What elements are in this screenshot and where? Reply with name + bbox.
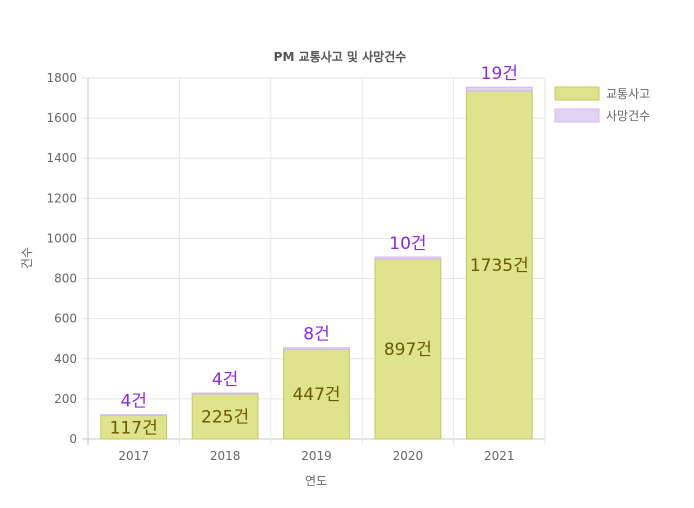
legend-swatch [554, 108, 600, 123]
legend-label: 사망건수 [606, 109, 650, 123]
y-tick-label: 400 [54, 352, 77, 366]
y-tick-label: 600 [54, 312, 77, 326]
x-tick-label: 2019 [301, 449, 332, 463]
bar-deaths [465, 86, 533, 92]
y-tick-label: 1400 [46, 151, 77, 165]
accident-value-label: 117건 [110, 418, 158, 438]
accident-value-label: 225건 [201, 407, 249, 427]
death-value-label: 19건 [481, 64, 518, 84]
y-tick-label: 1600 [46, 111, 77, 125]
y-tick-label: 200 [54, 392, 77, 406]
bar-deaths [374, 256, 442, 260]
bar-accidents [465, 90, 533, 440]
x-tick-label: 2017 [118, 449, 149, 463]
y-tick-label: 800 [54, 272, 77, 286]
legend-swatch [554, 86, 600, 101]
bar-deaths [283, 347, 350, 350]
death-value-label: 10건 [389, 234, 426, 254]
grid-lines [82, 77, 546, 445]
chart-title: PM 교통사고 및 사망건수 [274, 49, 407, 64]
y-axis-title: 건수 [20, 247, 34, 269]
y-tick-label: 0 [69, 432, 77, 446]
x-axis-title: 연도 [305, 474, 327, 488]
legend-label: 교통사고 [606, 87, 650, 101]
x-tick-label: 2020 [393, 449, 424, 463]
death-value-label: 4건 [120, 392, 146, 412]
accident-value-label: 447건 [292, 385, 340, 405]
bars [100, 86, 533, 440]
data-labels: 117건 4건 225건 4건 447건 8건 897건 10건 1735건 19건 [110, 64, 529, 438]
axes: 0 200 400 600 800 1000 1200 1400 1600 1800 2017 201… [46, 71, 514, 463]
y-tick-label: 1200 [46, 191, 77, 205]
y-tick-label: 1000 [46, 231, 77, 245]
bar-deaths [191, 392, 259, 395]
accident-value-label: 897건 [384, 340, 432, 360]
y-tick-label: 1800 [46, 71, 77, 85]
death-value-label: 4건 [212, 370, 238, 390]
bar-deaths [100, 414, 168, 417]
death-value-label: 8건 [303, 325, 329, 345]
x-tick-label: 2018 [210, 449, 241, 463]
x-tick-label: 2021 [484, 449, 515, 463]
accident-value-label: 1735건 [470, 256, 529, 276]
